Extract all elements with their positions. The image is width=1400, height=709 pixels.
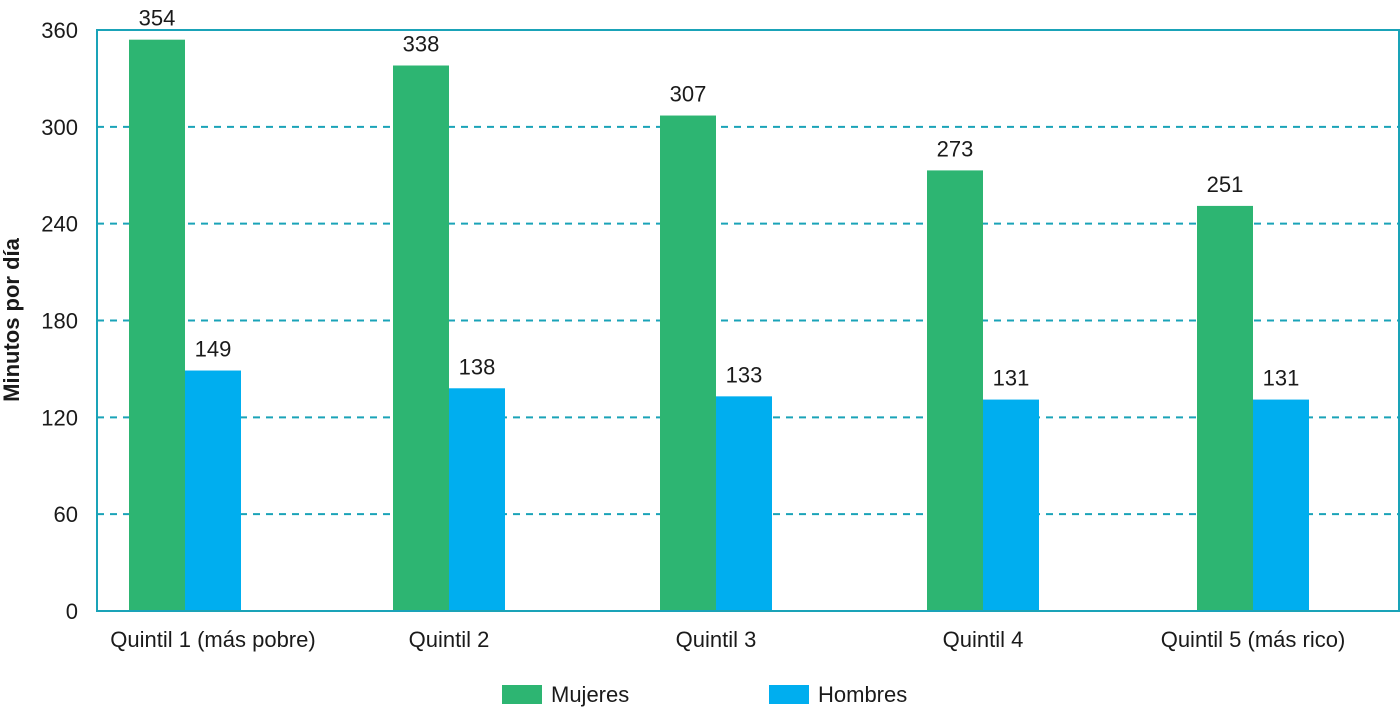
- bar-mujeres: [927, 170, 983, 612]
- data-label: 131: [993, 366, 1030, 391]
- y-tick-label: 0: [66, 599, 78, 624]
- bar-hombres: [185, 370, 241, 611]
- legend-swatch-mujeres: [502, 685, 542, 704]
- bar-hombres: [449, 388, 505, 611]
- bar-mujeres: [129, 39, 185, 611]
- data-label: 251: [1207, 172, 1244, 197]
- legend-label-mujeres: Mujeres: [551, 682, 629, 707]
- y-tick-label: 240: [41, 212, 78, 237]
- y-tick-label: 300: [41, 115, 78, 140]
- data-label: 338: [403, 32, 440, 57]
- bar-hombres: [1253, 399, 1309, 611]
- legend-label-hombres: Hombres: [818, 682, 907, 707]
- y-axis-ticks: 0 60 120 180 240 300 360: [41, 18, 78, 624]
- data-label: 149: [195, 337, 232, 362]
- bar-mujeres: [393, 65, 449, 611]
- y-axis-title: Minutos por día: [0, 237, 24, 402]
- data-label: 307: [670, 82, 707, 107]
- data-label: 354: [139, 6, 176, 31]
- y-tick-label: 60: [54, 502, 78, 527]
- legend-swatch-hombres: [769, 685, 809, 704]
- x-category-label: Quintil 2: [409, 627, 490, 652]
- bars: [129, 39, 1309, 612]
- data-labels: 354 338 307 273 251 149 138 133 131 131: [139, 6, 1300, 391]
- bar-mujeres: [1197, 205, 1253, 612]
- x-category-label: Quintil 4: [943, 627, 1024, 652]
- x-axis-categories: Quintil 1 (más pobre) Quintil 2 Quintil 3 Q…: [110, 627, 1345, 652]
- data-label: 133: [726, 362, 763, 387]
- x-category-label: Quintil 5 (más rico): [1161, 627, 1346, 652]
- bar-mujeres: [660, 115, 716, 612]
- x-category-label: Quintil 1 (más pobre): [110, 627, 315, 652]
- data-label: 131: [1263, 366, 1300, 391]
- x-category-label: Quintil 3: [676, 627, 757, 652]
- data-label: 273: [937, 136, 974, 161]
- y-tick-label: 360: [41, 18, 78, 43]
- bar-hombres: [983, 399, 1039, 611]
- y-tick-label: 120: [41, 405, 78, 430]
- y-tick-label: 180: [41, 309, 78, 334]
- plot-border: [96, 29, 1400, 612]
- plot-frame: [96, 29, 1400, 612]
- data-label: 138: [459, 354, 496, 379]
- legend: Mujeres Hombres: [502, 682, 907, 707]
- bar-hombres: [716, 396, 772, 611]
